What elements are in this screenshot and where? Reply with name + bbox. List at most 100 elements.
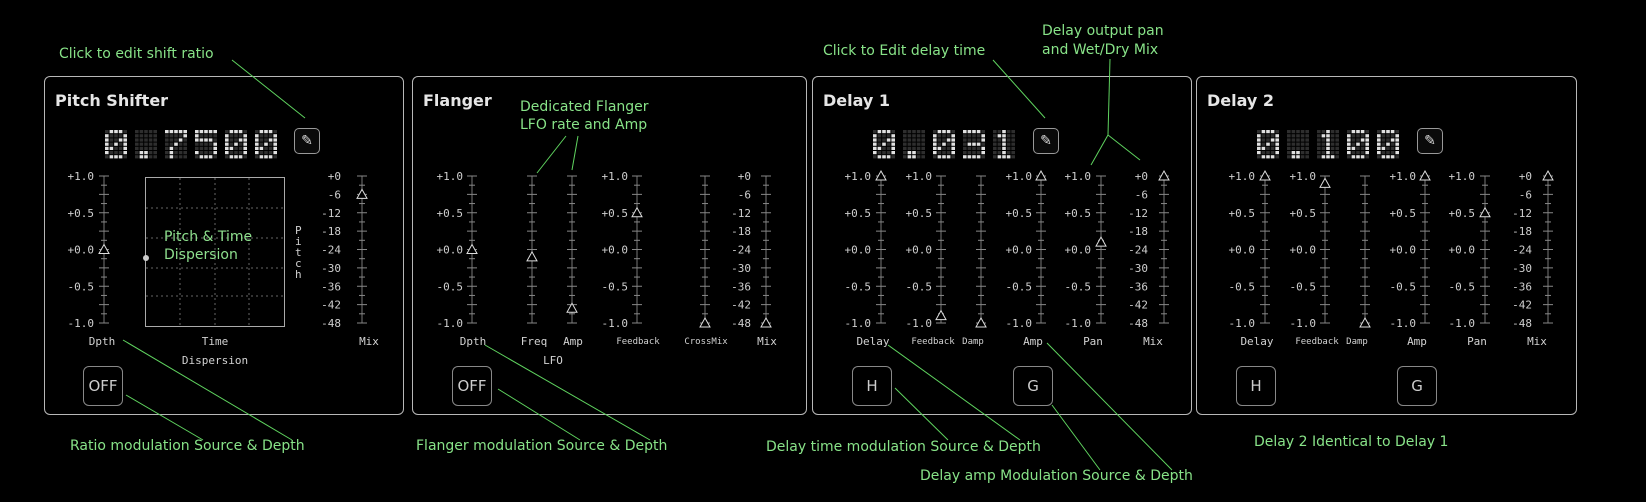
- lcd-dot: [1261, 146, 1266, 150]
- lcd-dot: [1395, 146, 1399, 150]
- lcd-dot: [199, 155, 204, 159]
- delay-time-mod-button[interactable]: H: [1236, 366, 1276, 406]
- lcd-dot: [937, 151, 942, 155]
- lcd-dot: [105, 130, 109, 134]
- lcd-dot: [937, 155, 942, 159]
- lcd-dot: [1006, 134, 1011, 138]
- lcd-dot: [972, 151, 976, 155]
- lcd-dot: [1326, 134, 1330, 138]
- lcd-dot: [118, 142, 123, 146]
- pencil-icon: ✎: [1424, 133, 1436, 149]
- lcd-digit: [1257, 130, 1279, 159]
- delay-time-display[interactable]: [873, 129, 1023, 159]
- lcd-dot: [238, 151, 243, 155]
- lcd-dot: [1296, 146, 1300, 150]
- lcd-dot: [204, 134, 208, 138]
- lcd-dot: [963, 146, 967, 150]
- lcd-dot: [1377, 138, 1381, 142]
- shift-ratio-display[interactable]: [105, 129, 285, 159]
- feedback-label: Feedback: [911, 337, 955, 347]
- dispersion-handle[interactable]: [143, 255, 149, 261]
- edit-delay-time-button[interactable]: ✎: [1033, 128, 1059, 154]
- lcd-dot: [997, 134, 1002, 138]
- lcd-dot: [993, 146, 997, 150]
- lcd-dot: [1365, 138, 1369, 142]
- lcd-dot: [234, 146, 238, 150]
- lcd-dot: [1296, 134, 1300, 138]
- lcd-dot: [225, 134, 229, 138]
- pitch-axis-label: Pitch: [295, 224, 302, 281]
- lcd-dot: [1360, 151, 1365, 155]
- lcd-dot: [912, 134, 916, 138]
- lcd-dot: [921, 151, 925, 155]
- lcd-dot: [1321, 138, 1326, 142]
- lcd-dot: [1381, 146, 1386, 150]
- lcd-dot: [123, 146, 127, 150]
- lcd-dot: [981, 151, 985, 155]
- lcd-dot: [118, 151, 123, 155]
- lcd-digit: [1287, 130, 1309, 159]
- lcd-dot: [225, 146, 229, 150]
- lcd-dot: [963, 155, 967, 159]
- lcd-dot: [174, 138, 178, 142]
- lcd-dot: [183, 146, 187, 150]
- lcd-dot: [243, 151, 247, 155]
- lcd-dot: [1257, 155, 1261, 159]
- lcd-dot: [1377, 151, 1381, 155]
- lcd-dot: [213, 151, 217, 155]
- lcd-digit: [135, 130, 157, 159]
- lcd-dot: [1347, 155, 1351, 159]
- lcd-digit: [105, 130, 127, 159]
- lcd-dot: [148, 138, 153, 142]
- mix-label: Mix: [1527, 335, 1547, 348]
- lcd-dot: [1335, 146, 1339, 150]
- dispersion-label: Dispersion: [181, 354, 249, 367]
- lcd-dot: [259, 138, 264, 142]
- lcd-dot: [1296, 142, 1300, 146]
- lcd-dot: [1321, 134, 1326, 138]
- lcd-dot: [1261, 138, 1266, 142]
- lcd-dot: [942, 146, 946, 150]
- lcd-dot: [273, 130, 277, 134]
- edit-shift-ratio-button[interactable]: ✎: [294, 128, 320, 154]
- lcd-dot: [183, 138, 187, 142]
- lcd-dot: [204, 151, 208, 155]
- lcd-dot: [259, 151, 264, 155]
- lcd-dot: [967, 146, 972, 150]
- lcd-dot: [993, 138, 997, 142]
- lcd-dot: [993, 142, 997, 146]
- pitch-time-dispersion-pad[interactable]: Pitch & Time Dispersion: [143, 177, 285, 327]
- lcd-dot: [114, 134, 118, 138]
- lcd-dot: [951, 134, 955, 138]
- lcd-dot: [208, 151, 213, 155]
- lcd-dot: [1270, 130, 1275, 134]
- lcd-dot: [229, 155, 234, 159]
- lcd-dot: [165, 142, 169, 146]
- lcd-dot: [1330, 155, 1335, 159]
- lcd-dot: [1002, 138, 1006, 142]
- lcd-dot: [1321, 151, 1326, 155]
- lcd-dot: [993, 134, 997, 138]
- lcd-dot: [903, 146, 907, 150]
- lcd-dot: [1351, 142, 1356, 146]
- ratio-mod-button[interactable]: OFF: [83, 366, 123, 406]
- lcd-dot: [891, 134, 895, 138]
- lcd-dot: [1261, 130, 1266, 134]
- delay-time-mod-button[interactable]: H: [852, 366, 892, 406]
- lcd-dot: [1326, 146, 1330, 150]
- lcd-dot: [1305, 151, 1309, 155]
- delay-time-display[interactable]: [1257, 129, 1407, 159]
- lcd-dot: [886, 155, 891, 159]
- lcd-dot: [1330, 130, 1335, 134]
- lcd-dot: [273, 138, 277, 142]
- lcd-dot: [264, 138, 268, 142]
- lcd-dot: [1360, 146, 1365, 150]
- lcd-dot: [933, 134, 937, 138]
- lcd-dot: [1356, 138, 1360, 142]
- lcd-dot: [1365, 151, 1369, 155]
- delay-amp-mod-button[interactable]: G: [1013, 366, 1053, 406]
- delay-amp-mod-button[interactable]: G: [1397, 366, 1437, 406]
- lcd-dot: [109, 151, 114, 155]
- edit-delay-time-button[interactable]: ✎: [1417, 128, 1443, 154]
- flanger-mod-button[interactable]: OFF: [452, 366, 492, 406]
